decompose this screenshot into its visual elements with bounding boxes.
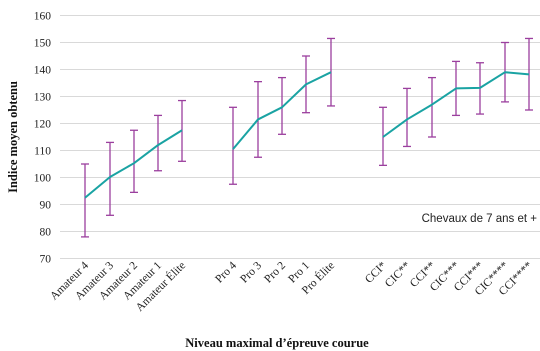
x-tick-label: Pro 2: [262, 259, 288, 285]
y-tick-label: 120: [34, 119, 52, 131]
x-tick-label: Pro 4: [213, 259, 239, 285]
error-bar: [229, 106, 237, 185]
chart-annotation: Chevaux de 7 ans et +: [422, 213, 538, 225]
series-line: [382, 71, 530, 138]
x-axis-title: Niveau maximal d’épreuve courue: [185, 336, 369, 350]
y-tick-label: 80: [40, 227, 52, 239]
y-tick-label: 140: [34, 65, 52, 77]
error-bar: [154, 114, 162, 172]
y-axis-title: Indice moyen obtenu: [6, 81, 20, 193]
y-tick-label: 90: [40, 200, 52, 212]
error-bar: [81, 163, 89, 238]
y-tick-label: 150: [34, 38, 52, 50]
series-line: [84, 129, 183, 199]
y-tick-label: 100: [34, 173, 52, 185]
error-bar: [403, 87, 411, 148]
y-tick-label: 110: [34, 146, 51, 158]
error-bars: [81, 37, 533, 238]
y-tick-labels: 70 80 90 100 110 120 130 140 150 160: [34, 11, 52, 266]
series-lines: [84, 71, 530, 199]
error-bar: [130, 129, 138, 194]
y-tick-label: 160: [34, 11, 52, 23]
series-line: [232, 71, 332, 150]
y-tick-label: 130: [34, 92, 52, 104]
error-bar: [106, 141, 114, 216]
error-bar: [428, 76, 436, 138]
grid-layer: [60, 15, 540, 259]
x-tick-label: Pro 3: [238, 259, 264, 285]
y-tick-label: 70: [40, 254, 52, 266]
x-tick-label: CIC**: [383, 259, 413, 289]
